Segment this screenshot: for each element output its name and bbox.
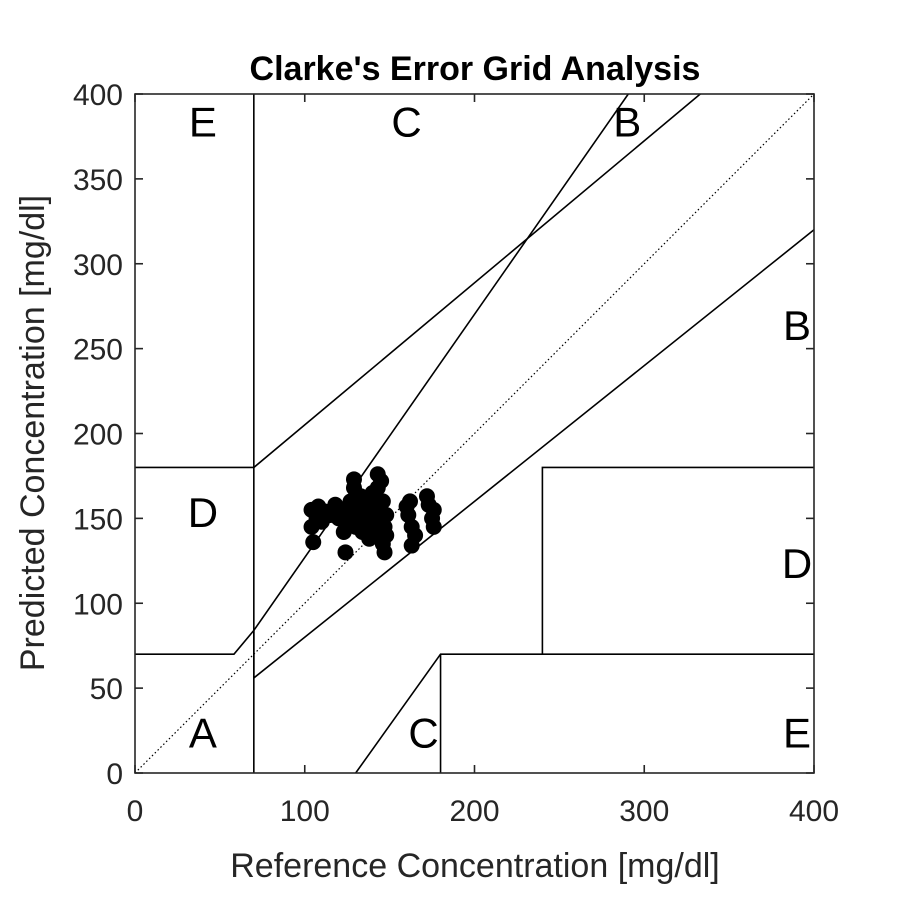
x-tick-label: 0 — [127, 795, 144, 828]
zone-label-c: C — [408, 710, 438, 757]
zone-boundary-line — [253, 93, 701, 469]
chart-title: Clarke's Error Grid Analysis — [250, 50, 701, 88]
data-point — [378, 527, 395, 544]
zone-labels: A B B C C D D E E — [188, 98, 812, 756]
y-tick-label: 400 — [73, 79, 123, 112]
zone-boundary-line — [541, 466, 814, 655]
identity-diagonal-line — [134, 93, 815, 774]
data-point — [337, 544, 354, 561]
y-tick-label: 350 — [73, 164, 123, 197]
zone-boundary-lines — [134, 93, 815, 774]
data-point — [345, 471, 362, 488]
y-axis-ticks: 0 50 100 150 200 250 300 350 400 — [73, 79, 814, 791]
zone-label-e: E — [189, 98, 217, 145]
data-point — [425, 501, 442, 518]
zone-label-a: A — [189, 710, 217, 757]
zone-boundary-line — [135, 229, 815, 680]
zone-boundary-line — [253, 93, 629, 631]
zone-label-d: D — [782, 540, 812, 587]
y-tick-label: 150 — [73, 503, 123, 536]
y-tick-label: 250 — [73, 334, 123, 367]
x-axis-ticks: 0 100 200 300 400 — [127, 94, 839, 828]
y-tick-label: 100 — [73, 588, 123, 621]
data-point — [407, 527, 424, 544]
x-tick-label: 100 — [280, 795, 330, 828]
y-tick-label: 0 — [106, 758, 123, 791]
x-tick-label: 400 — [789, 795, 839, 828]
x-axis-label: Reference Concentration [mg/dl] — [230, 847, 719, 885]
data-point — [374, 493, 391, 510]
zone-label-c: C — [391, 98, 421, 145]
zone-label-b: B — [613, 98, 641, 145]
data-point — [401, 493, 418, 510]
zone-label-e: E — [783, 710, 811, 757]
zone-label-b: B — [783, 302, 811, 349]
data-point — [378, 506, 395, 523]
data-point — [305, 534, 322, 551]
y-axis-label: Predicted Concentration [mg/dl] — [14, 195, 52, 671]
data-point — [373, 473, 390, 490]
data-point — [425, 518, 442, 535]
zone-label-d: D — [188, 489, 218, 536]
y-tick-label: 200 — [73, 419, 123, 452]
data-point — [376, 544, 393, 561]
data-points — [303, 466, 442, 561]
x-tick-label: 300 — [619, 795, 669, 828]
y-tick-label: 300 — [73, 249, 123, 282]
x-tick-label: 200 — [449, 795, 499, 828]
y-tick-label: 50 — [90, 673, 123, 706]
